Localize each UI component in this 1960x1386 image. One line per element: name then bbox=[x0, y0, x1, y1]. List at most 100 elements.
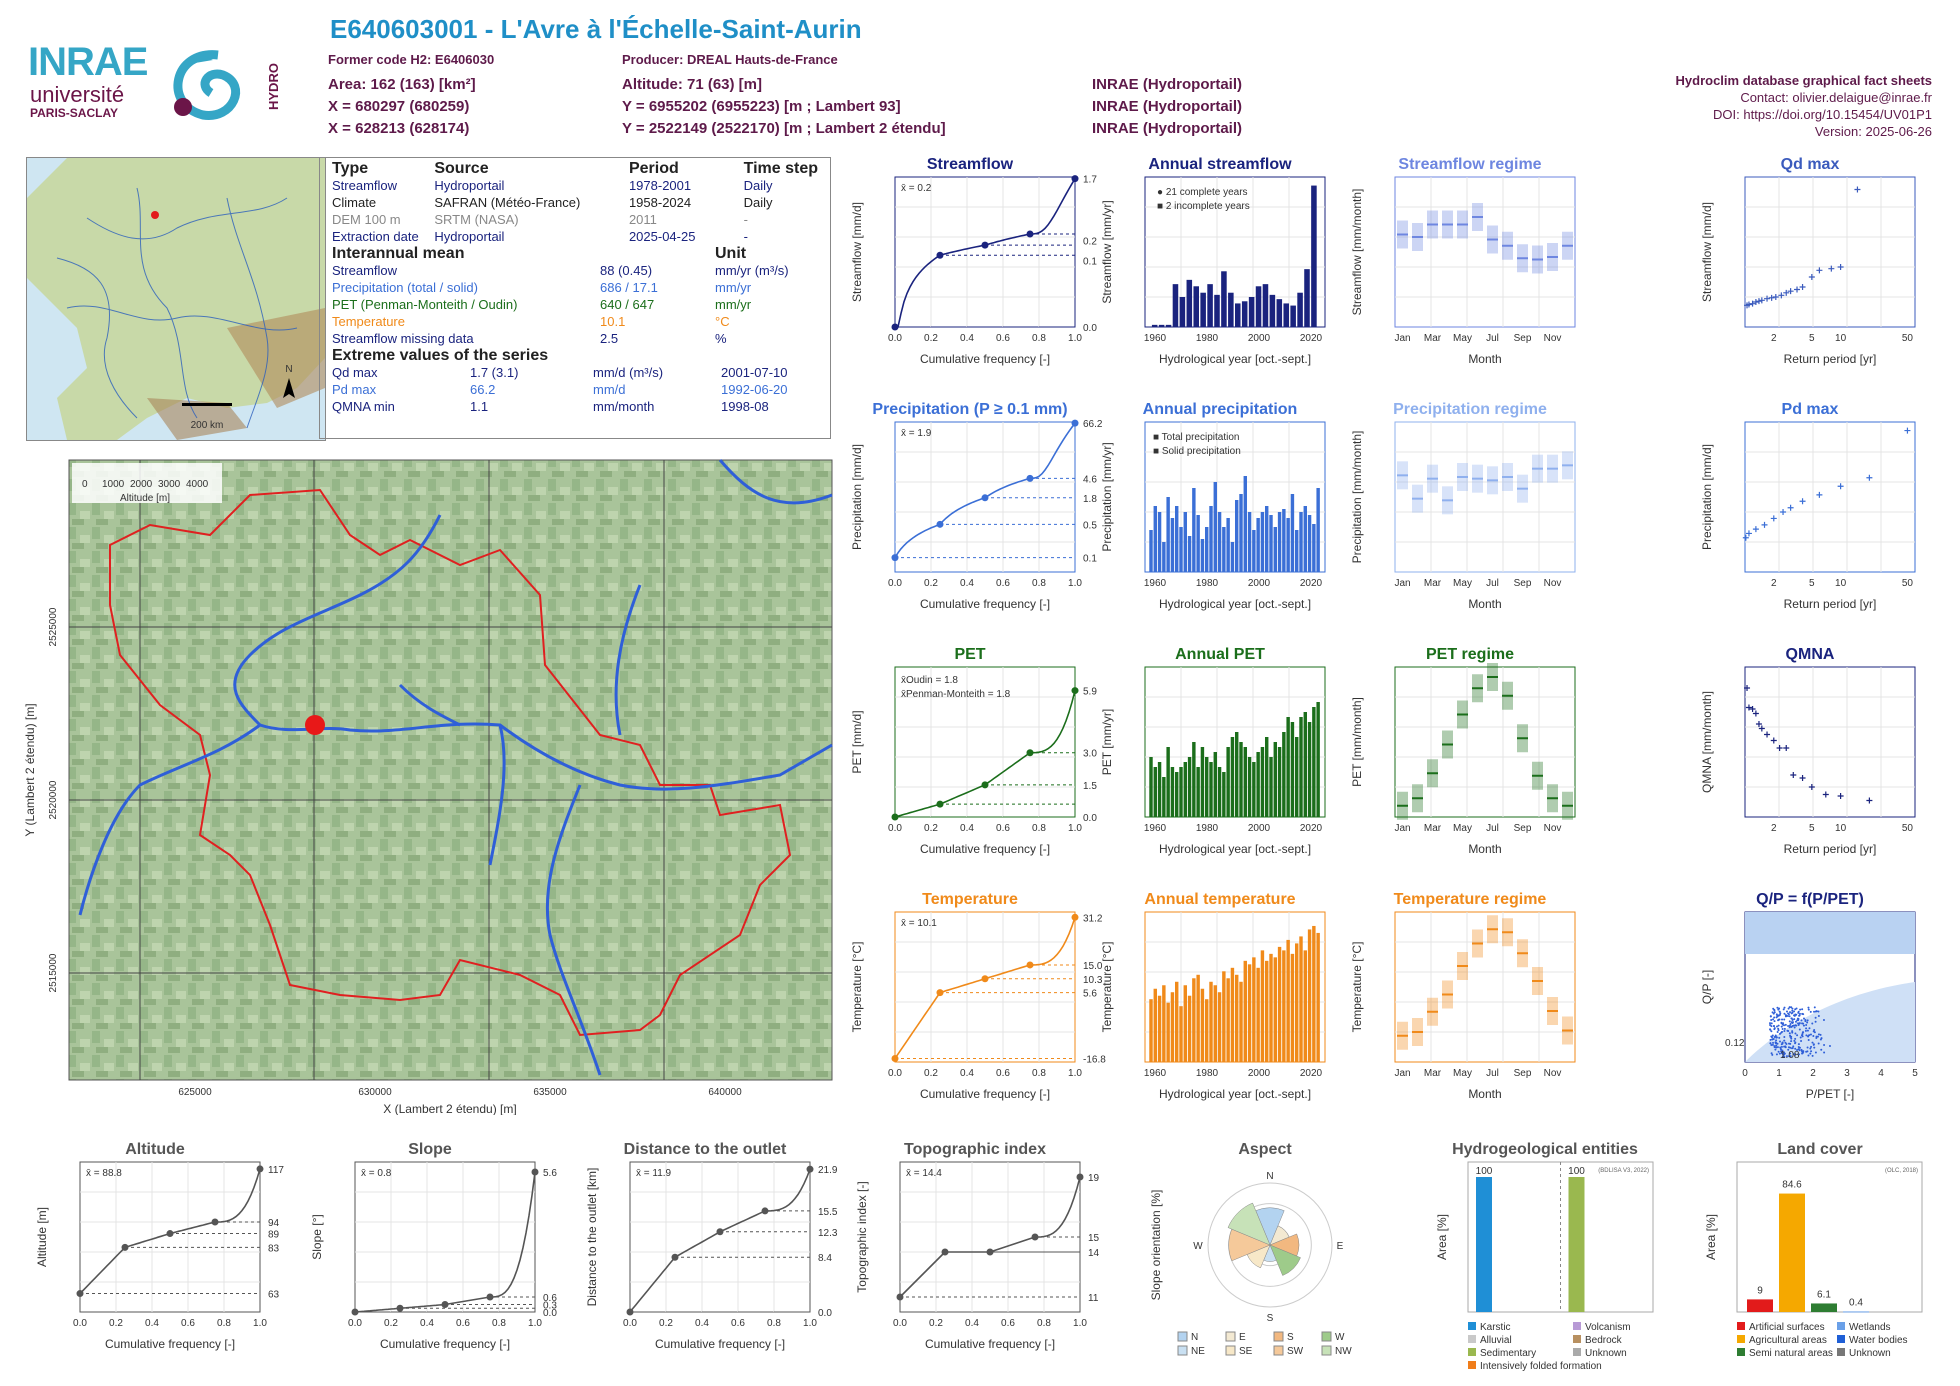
annual-precip-bar bbox=[1179, 527, 1183, 572]
annual-precip-bar bbox=[1256, 518, 1260, 572]
pdmax-plot-xtick: 2 bbox=[1771, 578, 1777, 589]
altitude-cdf-right-label: 94 bbox=[268, 1218, 280, 1229]
qp-point bbox=[1781, 1051, 1784, 1054]
landcover-bar bbox=[1843, 1311, 1869, 1313]
annual-precip: Annual precipitation 1960 1980 2000 2020 Hydr… bbox=[1100, 401, 1326, 611]
precip-regime-xlabel: Month bbox=[1468, 597, 1501, 611]
qp-point bbox=[1793, 1014, 1796, 1017]
annual-precip-bar bbox=[1265, 506, 1269, 572]
qp-point bbox=[1798, 1028, 1801, 1031]
source-3: INRAE (Hydroportail) bbox=[1092, 120, 1242, 137]
qmna-plot-point bbox=[1749, 706, 1756, 712]
qp-xtick: 0 bbox=[1742, 1068, 1748, 1079]
hydrogeo-legend-swatch bbox=[1468, 1322, 1476, 1330]
qp-point bbox=[1794, 1047, 1797, 1050]
annual-pet-bar bbox=[1273, 742, 1277, 817]
pet-cdf-xtick: 0.4 bbox=[960, 823, 974, 834]
unit-title: Unit bbox=[715, 245, 747, 262]
annual-precip-bar bbox=[1205, 527, 1209, 572]
annual-precip-bar bbox=[1316, 488, 1320, 572]
qp-point bbox=[1791, 1021, 1794, 1024]
cell: QMNA min bbox=[332, 399, 395, 414]
annual-pet-bar bbox=[1247, 757, 1252, 817]
pdmax-plot-xtick: 10 bbox=[1835, 578, 1847, 589]
qp-point bbox=[1801, 1052, 1804, 1055]
qdmax-plot-point bbox=[1799, 284, 1806, 290]
distance-cdf-xtick: 0.2 bbox=[659, 1318, 673, 1329]
altitude-cdf-right-label: 89 bbox=[268, 1230, 280, 1241]
annual-precip-bar bbox=[1187, 536, 1192, 572]
annual-pet-bar bbox=[1265, 737, 1269, 817]
qdmax-plot-xtick: 50 bbox=[1902, 333, 1914, 344]
annual-pet-bar bbox=[1153, 767, 1157, 817]
producer: Producer: DREAL Hauts-de-France bbox=[622, 52, 838, 67]
aspect-legend-swatch bbox=[1321, 1345, 1332, 1356]
annual-temp-ylabel: Temperature [°C] bbox=[1100, 942, 1114, 1033]
pdmax-plot-point bbox=[1761, 521, 1768, 528]
precipitation-cdf-right-label: 0.1 bbox=[1083, 554, 1097, 565]
temp-regime-xtick: Mar bbox=[1424, 1068, 1442, 1079]
outlet-marker bbox=[305, 715, 325, 735]
cell: 1998-08 bbox=[721, 399, 769, 414]
altitude-cdf-right-label: 63 bbox=[268, 1290, 280, 1301]
qp-point bbox=[1773, 1009, 1776, 1012]
precip-regime-ylabel: Precipitation [mm/month] bbox=[1350, 431, 1364, 564]
annual-pet-bar bbox=[1149, 757, 1153, 817]
paris-saclay-logo: PARIS-SACLAY bbox=[30, 106, 119, 120]
qmna-plot-point bbox=[1755, 721, 1762, 727]
annual-precip-bar bbox=[1303, 506, 1307, 572]
doi-link[interactable]: DOI: https://doi.org/10.15454/UV01P1 bbox=[1713, 107, 1932, 122]
annual-precip-bar bbox=[1230, 542, 1235, 572]
cell: SAFRAN (Météo-France) bbox=[434, 195, 581, 210]
qdmax-plot-ylabel: Streamflow [mm/d] bbox=[1700, 202, 1714, 302]
distance-cdf-xtick: 0.6 bbox=[731, 1318, 745, 1329]
streamflow-cdf: Streamflow 1.7 0.2 0.1 0.0 0.0 0.2 0.4 0.6 0.8 1.0… bbox=[850, 156, 1097, 366]
qp-point bbox=[1817, 1033, 1820, 1036]
annual-pet-bar bbox=[1286, 717, 1290, 817]
qmna-plot-point bbox=[1790, 772, 1797, 778]
precipitation-cdf: Precipitation (P ≥ 0.1 mm) 66.2 4.6 1.8 0.5 0… bbox=[850, 401, 1103, 611]
temperature-cdf-ylabel: Temperature [°C] bbox=[850, 942, 864, 1033]
qdmax-plot-point bbox=[1772, 294, 1779, 300]
aspect-sector bbox=[1269, 1244, 1301, 1276]
slope-cdf-frame bbox=[354, 1161, 536, 1313]
qp-point bbox=[1811, 1054, 1814, 1057]
qp-point bbox=[1783, 1036, 1786, 1039]
qp-point bbox=[1798, 1014, 1801, 1017]
qp-point bbox=[1797, 1022, 1800, 1025]
altitude-cdf-xtick: 0.4 bbox=[145, 1318, 159, 1329]
qp-point bbox=[1805, 1023, 1808, 1026]
map-xtick: 635000 bbox=[533, 1087, 567, 1098]
qdmax-plot-point bbox=[1749, 300, 1756, 307]
aspect-legend-swatch bbox=[1177, 1345, 1188, 1356]
qp-point bbox=[1809, 1052, 1812, 1055]
qp-point bbox=[1783, 1045, 1786, 1048]
qp-point bbox=[1781, 1049, 1784, 1052]
qp-point bbox=[1790, 1040, 1793, 1043]
temperature-cdf-xtick: 0.6 bbox=[996, 1068, 1010, 1079]
topo-cdf-point bbox=[1076, 1173, 1084, 1181]
qmna-plot-frame bbox=[1744, 666, 1916, 818]
annual-temp-bar bbox=[1209, 981, 1213, 1062]
qmna-plot-point bbox=[1799, 775, 1806, 781]
cell: Hydroportail bbox=[434, 229, 505, 244]
annual-pet-bar bbox=[1175, 772, 1179, 817]
qp-point bbox=[1798, 1046, 1801, 1049]
table-row: QMNA min 1.1 mm/month 1998-08 bbox=[328, 398, 792, 415]
y-lambert93: Y = 6955202 (6955223) [m ; Lambert 93] bbox=[622, 98, 901, 115]
qp-point bbox=[1788, 1032, 1791, 1035]
landcover-legend-swatch bbox=[1737, 1348, 1745, 1356]
annual-streamflow-xtick: 2000 bbox=[1248, 333, 1271, 344]
topo-cdf-xtick: 1.0 bbox=[1073, 1318, 1087, 1329]
map-xtick: 630000 bbox=[358, 1087, 392, 1098]
qp-point bbox=[1778, 1014, 1781, 1017]
pet-cdf-ylabel: PET [mm/d] bbox=[850, 710, 864, 773]
streamflow-cdf-xtick: 0.2 bbox=[924, 333, 938, 344]
annual-temp-xtick: 2000 bbox=[1248, 1068, 1271, 1079]
altitude-cdf-xtick: 0.8 bbox=[217, 1318, 231, 1329]
temperature-cdf-right-label: 31.2 bbox=[1083, 913, 1103, 924]
annual-temp-xtick: 2020 bbox=[1300, 1068, 1323, 1079]
precipitation-cdf-right-label: 1.8 bbox=[1083, 494, 1097, 505]
qmna-plot-title: QMNA bbox=[1786, 646, 1835, 663]
hydrogeo-legend-label: Volcanism bbox=[1585, 1322, 1631, 1333]
